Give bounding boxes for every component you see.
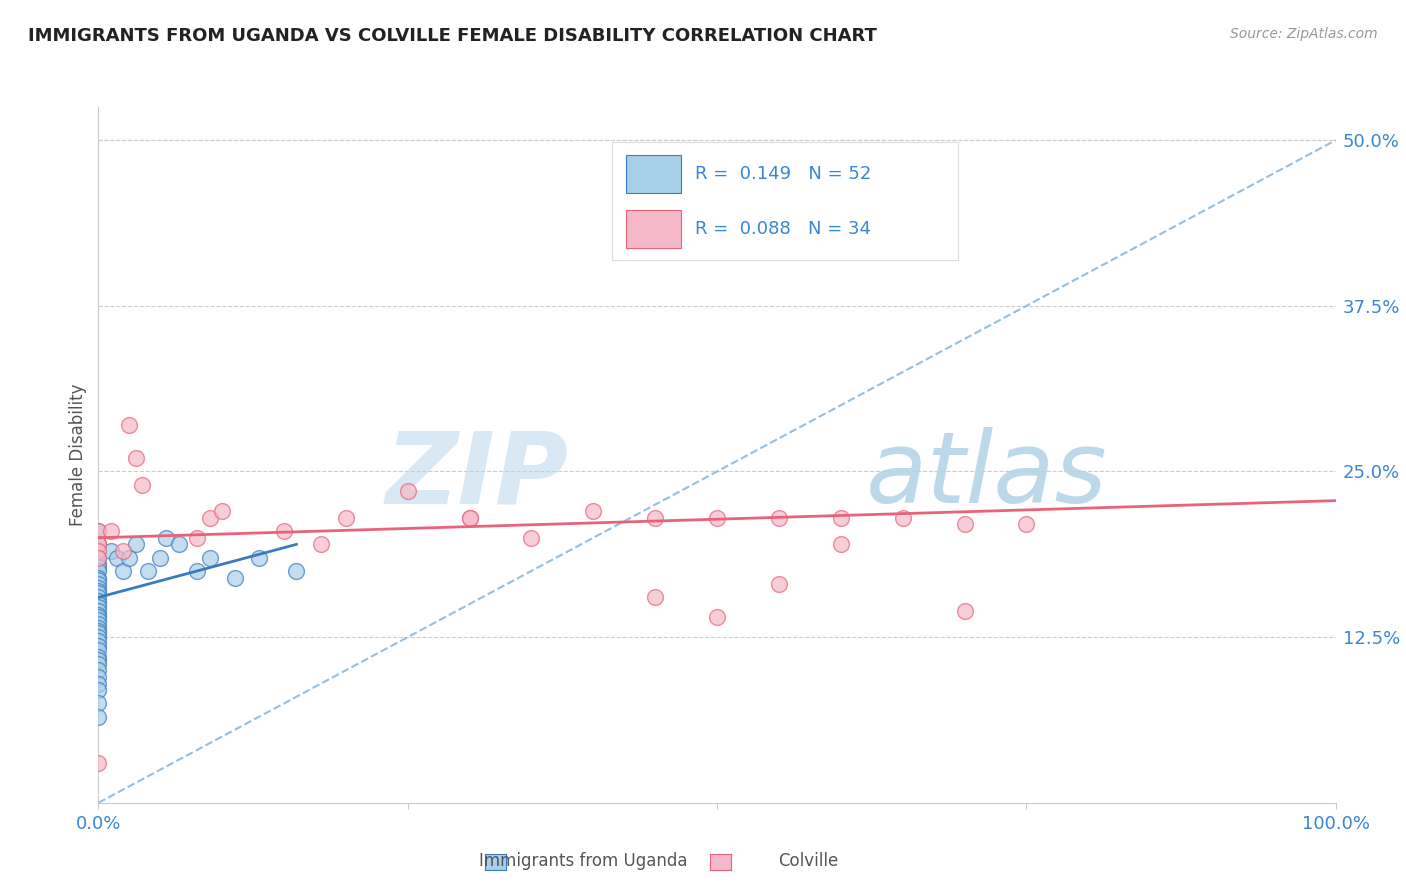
Point — [198, 511, 221, 525]
Point — [87, 643, 110, 657]
Point — [87, 586, 110, 600]
Point — [100, 524, 122, 538]
Point — [87, 610, 110, 624]
Point — [87, 597, 110, 611]
Point — [87, 558, 110, 572]
Point — [87, 537, 110, 551]
Point — [87, 657, 110, 671]
Point — [100, 544, 122, 558]
Point — [87, 650, 110, 665]
Y-axis label: Female Disability: Female Disability — [69, 384, 87, 526]
Point — [149, 550, 172, 565]
Point — [87, 626, 110, 640]
Point — [335, 511, 357, 525]
Point — [87, 683, 110, 698]
Point — [87, 544, 110, 558]
Point — [112, 544, 135, 558]
Point — [87, 537, 110, 551]
Point — [87, 607, 110, 622]
Point — [87, 573, 110, 587]
Point — [87, 564, 110, 578]
Point — [186, 564, 208, 578]
Point — [87, 670, 110, 684]
Point — [131, 477, 153, 491]
Point — [830, 511, 852, 525]
Point — [118, 418, 141, 433]
Point — [87, 550, 110, 565]
Point — [87, 599, 110, 614]
Text: Immigrants from Uganda: Immigrants from Uganda — [479, 852, 688, 870]
Point — [520, 531, 543, 545]
Point — [155, 531, 177, 545]
Point — [830, 537, 852, 551]
Point — [87, 583, 110, 598]
Point — [87, 591, 110, 605]
Point — [87, 663, 110, 677]
Point — [768, 577, 790, 591]
Point — [118, 550, 141, 565]
Point — [87, 604, 110, 618]
Point — [706, 610, 728, 624]
Point — [87, 697, 110, 711]
Point — [87, 756, 110, 770]
Point — [87, 613, 110, 627]
Point — [87, 676, 110, 690]
Point — [87, 560, 110, 574]
Point — [87, 544, 110, 558]
Point — [87, 537, 110, 551]
Point — [768, 511, 790, 525]
Point — [87, 621, 110, 635]
Point — [273, 524, 295, 538]
Point — [309, 537, 332, 551]
Point — [87, 634, 110, 648]
Point — [458, 511, 481, 525]
Point — [87, 653, 110, 667]
Point — [87, 624, 110, 638]
Point — [87, 570, 110, 584]
Point — [953, 604, 976, 618]
Text: IMMIGRANTS FROM UGANDA VS COLVILLE FEMALE DISABILITY CORRELATION CHART: IMMIGRANTS FROM UGANDA VS COLVILLE FEMAL… — [28, 27, 877, 45]
Point — [87, 709, 110, 723]
Point — [1015, 517, 1038, 532]
Point — [285, 564, 308, 578]
Point — [186, 531, 208, 545]
Point — [706, 511, 728, 525]
Point — [953, 517, 976, 532]
Point — [87, 630, 110, 644]
Point — [458, 511, 481, 525]
Point — [396, 484, 419, 499]
Point — [112, 564, 135, 578]
Text: Colville: Colville — [779, 852, 838, 870]
Point — [87, 594, 110, 608]
Point — [87, 524, 110, 538]
Point — [87, 524, 110, 538]
Point — [87, 550, 110, 565]
Point — [247, 550, 270, 565]
Point — [211, 504, 233, 518]
Point — [124, 537, 146, 551]
Point — [105, 550, 128, 565]
Text: Source: ZipAtlas.com: Source: ZipAtlas.com — [1230, 27, 1378, 41]
Point — [167, 537, 190, 551]
Text: atlas: atlas — [866, 427, 1107, 524]
Point — [198, 550, 221, 565]
Text: ZIP: ZIP — [385, 427, 568, 524]
Point — [87, 577, 110, 591]
Point — [644, 591, 666, 605]
Point — [136, 564, 159, 578]
Point — [87, 640, 110, 654]
Point — [87, 581, 110, 595]
Point — [87, 616, 110, 631]
Point — [582, 504, 605, 518]
Point — [124, 451, 146, 466]
Point — [891, 511, 914, 525]
Point — [644, 511, 666, 525]
Point — [224, 570, 246, 584]
